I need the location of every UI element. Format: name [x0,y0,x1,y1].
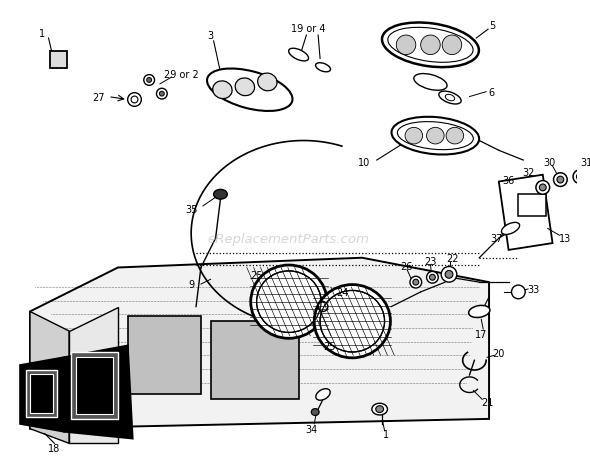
Ellipse shape [312,409,319,415]
Text: 35: 35 [185,204,197,214]
Ellipse shape [207,69,293,112]
Text: 27: 27 [92,92,104,102]
Ellipse shape [414,74,447,91]
Text: 26: 26 [400,261,412,271]
Text: 29 or 2: 29 or 2 [164,70,199,80]
Text: 6: 6 [488,88,494,97]
Bar [71,353,118,419]
Text: 30: 30 [543,157,556,168]
Ellipse shape [372,403,388,415]
Text: 1: 1 [39,29,45,39]
Ellipse shape [413,280,419,285]
Ellipse shape [557,177,564,184]
Ellipse shape [144,75,155,86]
Ellipse shape [396,36,416,56]
Ellipse shape [257,271,321,333]
Text: 31: 31 [581,157,590,168]
Polygon shape [30,258,489,429]
Text: 25: 25 [250,271,263,281]
Ellipse shape [441,267,457,283]
Bar [50,51,67,69]
Text: 25: 25 [323,341,336,351]
Ellipse shape [468,306,490,318]
Text: 20: 20 [493,349,505,358]
Ellipse shape [421,36,440,56]
Text: 18: 18 [48,443,61,453]
Polygon shape [69,307,118,443]
Text: 22: 22 [447,253,459,263]
Ellipse shape [410,277,422,288]
Ellipse shape [427,128,444,145]
Text: 9: 9 [188,280,194,290]
Text: 36: 36 [503,175,514,185]
Bar [30,374,54,413]
Ellipse shape [235,79,254,96]
Bar [519,195,546,216]
Ellipse shape [314,285,391,358]
Text: eReplacementParts.com: eReplacementParts.com [208,232,370,245]
Ellipse shape [316,389,330,400]
Text: 32: 32 [522,168,535,177]
Text: 23: 23 [424,256,437,266]
Text: 13: 13 [559,234,571,244]
Ellipse shape [427,272,438,284]
Ellipse shape [392,118,479,155]
Ellipse shape [318,302,328,312]
Text: 34: 34 [305,424,317,434]
Ellipse shape [430,275,435,280]
Ellipse shape [156,89,167,100]
Ellipse shape [573,170,586,184]
Ellipse shape [320,291,385,352]
Ellipse shape [214,190,227,200]
Ellipse shape [576,174,584,181]
Polygon shape [30,312,69,443]
Text: 10: 10 [358,157,370,168]
Ellipse shape [405,128,422,145]
Ellipse shape [251,265,327,339]
Ellipse shape [512,285,525,299]
Bar [26,370,57,417]
Ellipse shape [445,95,455,101]
Ellipse shape [442,36,462,56]
Text: 37: 37 [491,234,503,244]
Ellipse shape [553,174,567,187]
Polygon shape [499,175,553,250]
Ellipse shape [316,64,330,73]
Ellipse shape [127,94,142,107]
Ellipse shape [388,28,473,63]
Bar [76,358,113,414]
Ellipse shape [439,92,461,105]
Ellipse shape [147,78,152,83]
Text: 3: 3 [208,31,214,41]
Text: 19 or 4: 19 or 4 [291,24,326,34]
Bar [127,317,201,395]
Ellipse shape [289,49,309,62]
Ellipse shape [213,82,232,100]
Polygon shape [64,346,133,438]
Ellipse shape [398,123,473,151]
Text: 1: 1 [384,429,389,439]
Text: 17: 17 [475,329,487,339]
Polygon shape [20,358,64,431]
Ellipse shape [536,181,550,195]
Ellipse shape [382,23,479,68]
Text: 5: 5 [489,21,495,31]
Ellipse shape [502,223,520,235]
Ellipse shape [539,185,546,191]
Ellipse shape [445,271,453,279]
Ellipse shape [131,97,138,104]
Bar [211,321,299,399]
Ellipse shape [446,128,464,145]
Ellipse shape [258,74,277,92]
Text: 21: 21 [481,397,493,408]
Ellipse shape [159,92,164,97]
Text: 24: 24 [336,287,349,297]
Ellipse shape [376,406,384,413]
Text: 33: 33 [527,285,539,294]
